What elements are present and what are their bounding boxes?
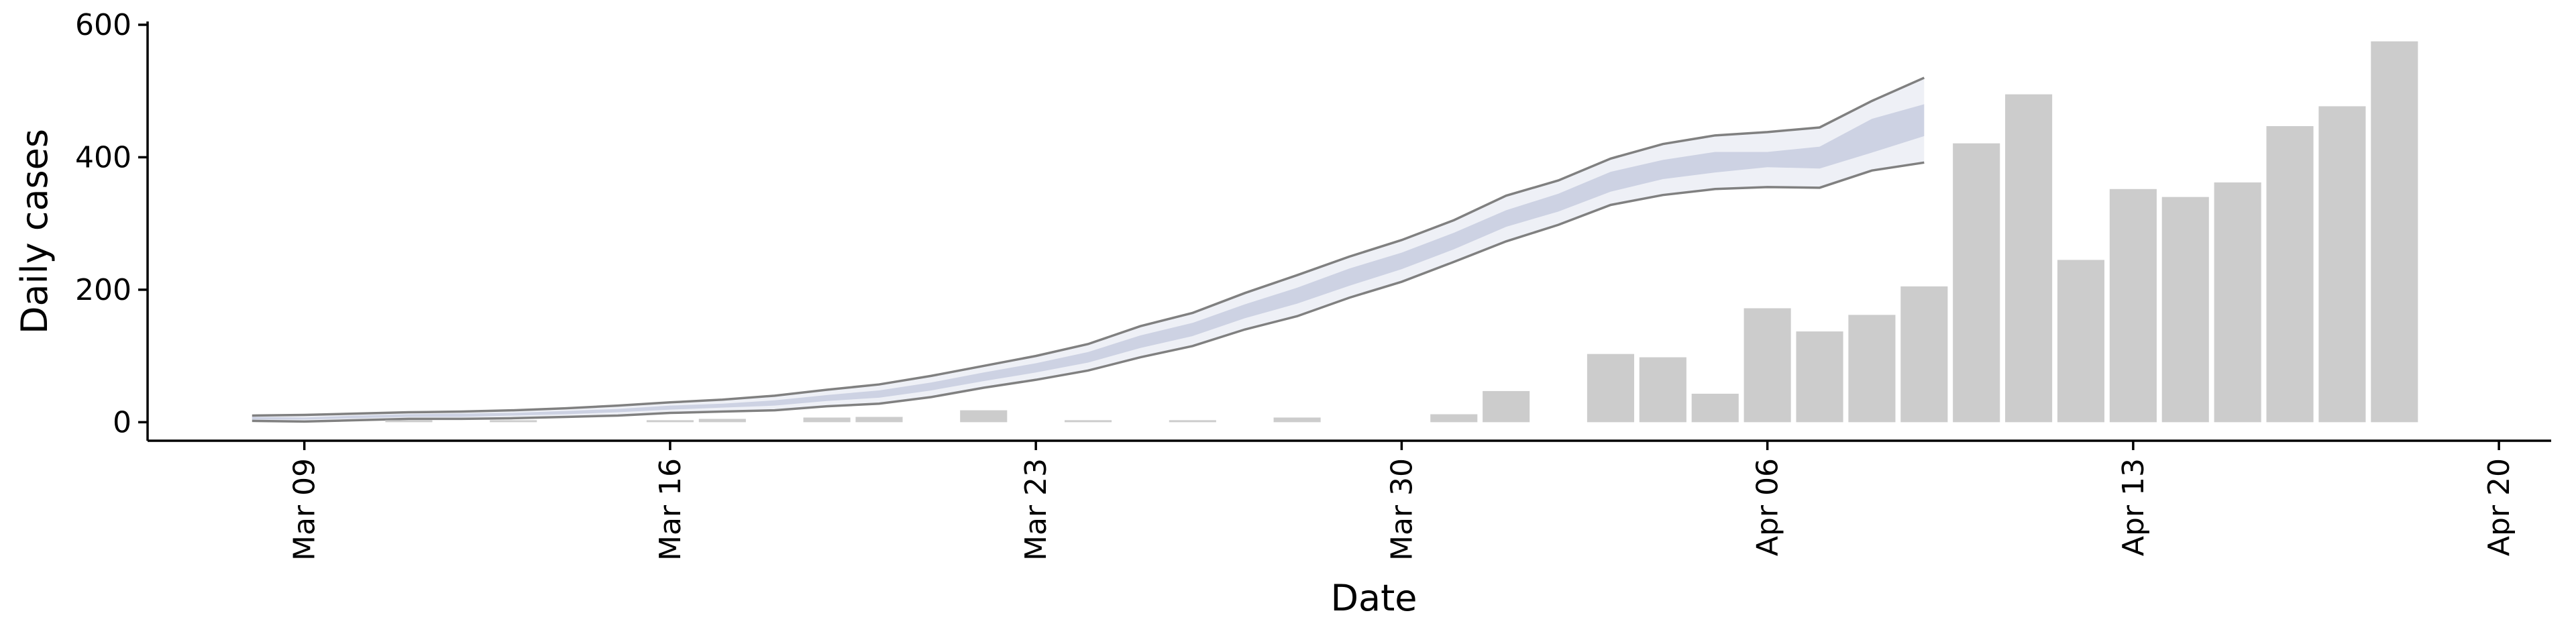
y-tick-label: 0 [113,405,131,439]
bar [1430,414,1478,423]
bar [1691,393,1739,423]
x-tick-label: Mar 09 [288,458,322,561]
bar [1064,420,1112,423]
bar [1953,143,2000,423]
y-tick-label: 400 [75,140,131,174]
bar [646,420,694,423]
bar [960,410,1008,423]
bar [2109,189,2157,423]
x-tick-label: Apr 13 [2116,458,2151,556]
band-edge [252,76,1925,417]
bar [2161,197,2209,423]
bar [1796,331,1843,423]
x-tick-label: Mar 23 [1019,458,1053,561]
bar [1900,286,1948,423]
band-edge [252,161,1925,423]
bar [1848,315,1896,423]
bar [1273,417,1321,423]
y-tick-label: 600 [75,8,131,42]
bar [1169,420,1216,423]
bar [803,417,851,423]
bar [2371,41,2418,423]
x-tick-label: Mar 30 [1385,458,1419,561]
bar [698,419,746,423]
bar [490,420,537,423]
x-axis-label: Date [1330,577,1417,619]
bar [385,420,433,423]
bar [2266,126,2314,423]
band [252,104,1925,420]
y-tick-label: 200 [75,273,131,307]
bar [2214,182,2261,423]
x-tick-label: Apr 06 [1751,458,1785,556]
bar [2005,94,2053,423]
x-tick-label: Apr 20 [2482,458,2516,556]
bar [855,417,903,423]
bar [1639,357,1686,423]
bar [1587,354,1635,423]
x-tick-label: Mar 16 [653,458,688,561]
bar [1743,308,1791,423]
bar [2318,106,2366,423]
bar [2057,260,2105,423]
y-axis-label: Daily cases [13,129,56,334]
bar [1483,390,1530,423]
